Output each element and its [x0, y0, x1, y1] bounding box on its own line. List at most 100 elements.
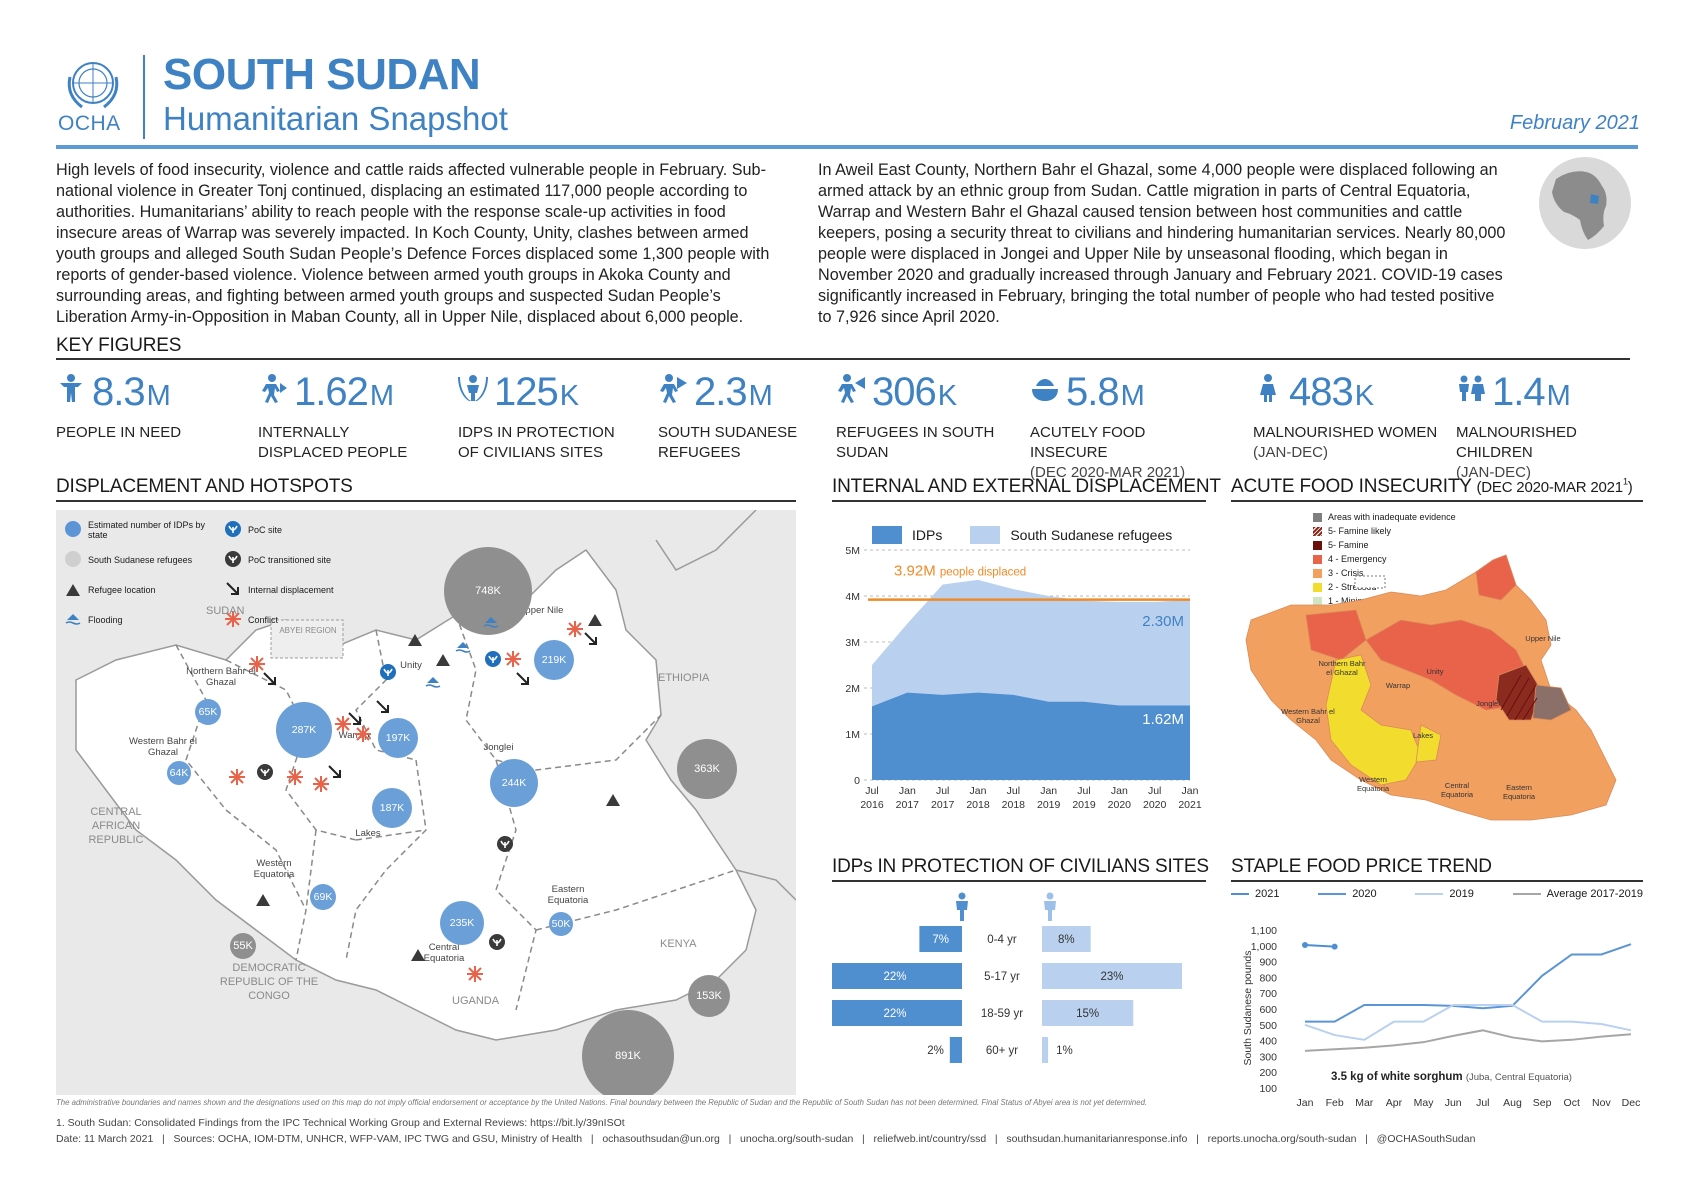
key-figure-value: 2.3: [694, 370, 748, 414]
price-legend-label: Average 2017-2019: [1546, 888, 1643, 900]
key-figure-value: 8.3: [92, 370, 146, 414]
price-y-tick: 400: [1259, 1036, 1277, 1048]
food-region-label: Northern Bahr el Ghazal: [1318, 659, 1366, 677]
food-legend-label: 5- Famine: [1328, 540, 1369, 550]
key-figure-value-row: 1.62 M: [258, 370, 468, 415]
y-tick-label: 1M: [845, 729, 860, 741]
refugee-bubble: 55K: [230, 933, 256, 959]
price-x-tick: Apr: [1386, 1097, 1403, 1108]
price-legend-swatch: [1318, 893, 1347, 895]
food-legend-item: 1 - Minimal: [1313, 594, 1456, 608]
x-tick-label: Jul 2017: [931, 785, 955, 811]
key-figure-unit: M: [1120, 380, 1145, 412]
price-x-tick: Mar: [1355, 1097, 1374, 1108]
key-figure-label: PEOPLE IN NEED: [56, 423, 226, 443]
org-name: OCHA: [58, 112, 121, 135]
map-legend-label: South Sudanese refugees: [88, 555, 193, 565]
price-x-tick: Feb: [1326, 1097, 1344, 1108]
food-icon: [1030, 370, 1060, 401]
map-legend-item: Flooding: [64, 610, 224, 630]
arrow-icon: [582, 630, 600, 653]
price-legend-item: 2020: [1318, 888, 1377, 900]
poc-icon: [458, 370, 488, 401]
conflict-icon: [354, 725, 372, 748]
state-label: Upper Nile: [518, 605, 564, 616]
price-annotation-sub: (Juba, Central Equatoria): [1466, 1072, 1572, 1083]
poc-chart: 7% 8% 0-4 yr 22% 23% 5-17 yr 22% 15% 18-59 yr 2% 1…: [832, 888, 1212, 1078]
poc-transitioned-icon: [224, 550, 242, 570]
map-legend-label: Flooding: [88, 615, 123, 625]
map-legend-item: PoC site: [224, 520, 364, 540]
price-y-tick: 700: [1259, 988, 1277, 1000]
price-annotation: 3.5 kg of white sorghum (Juba, Central E…: [1331, 1071, 1572, 1083]
idp-bubble: 187K: [372, 788, 412, 828]
food-map-title-rule: [1231, 500, 1643, 502]
footnote: 1. South Sudan: Consolidated Findings fr…: [56, 1117, 625, 1129]
food-map-title-close: ): [1627, 479, 1633, 496]
country-label: CENTRAL AFRICAN REPUBLIC: [88, 806, 144, 846]
key-figure-value: 1.4: [1492, 370, 1546, 414]
refugee-location-icon: [434, 650, 452, 673]
un-logo-icon: [67, 62, 119, 109]
x-tick-label: Jul 2019: [1072, 785, 1096, 811]
intro-right: In Aweil East County, Northern Bahr el G…: [818, 161, 1506, 326]
price-x-tick: Jul: [1476, 1097, 1489, 1108]
state-label: Central Equatoria: [423, 942, 465, 965]
country-label: ETHIOPIA: [658, 672, 710, 684]
key-figure-5: 306 K REFUGEES IN SOUTH SUDAN: [836, 370, 1046, 463]
price-y-label: South Sudanese pounds: [1242, 950, 1254, 1065]
idp-circle-icon: [64, 520, 82, 540]
key-figure-sub: (JAN-DEC): [1456, 464, 1531, 481]
key-figure-value: 306: [872, 370, 937, 414]
arrow-icon: [514, 670, 532, 693]
region-inadequate: [1532, 684, 1572, 721]
refugee-location-icon: [586, 610, 604, 633]
key-figure-label: REFUGEES IN SOUTH SUDAN: [836, 423, 1006, 463]
country-label: DEMOCRATIC REPUBLIC OF THE CONGO: [219, 962, 319, 1002]
people-in-need-icon: [56, 370, 86, 402]
food-map-title-sup: 1: [1622, 476, 1628, 487]
state-label: Eastern Equatoria: [547, 884, 589, 907]
region-emergency-north: [1305, 609, 1367, 661]
food-legend-label: 1 - Minimal: [1328, 596, 1373, 606]
key-figure-unit: M: [146, 380, 171, 412]
map-legend-label: PoC transitioned site: [248, 555, 332, 565]
y-tick-label: 5M: [845, 545, 860, 557]
displacement-chart: IDPs South Sudanese refugees 0 1M 2M 3M 4M 5M…: [832, 518, 1212, 840]
flood-icon: [454, 638, 472, 661]
globe-locator-icon: [1536, 154, 1634, 257]
food-region-label: Lakes: [1412, 731, 1433, 740]
age-group-label: 60+ yr: [986, 1045, 1018, 1057]
price-x-tick: Jun: [1445, 1097, 1462, 1108]
male-figure-icon: [952, 892, 972, 927]
conflict-icon: [504, 650, 522, 673]
price-title-rule: [1231, 880, 1643, 882]
food-region-label: Unity: [1426, 667, 1444, 676]
arrow-icon: [326, 763, 344, 786]
state-label: Warrap: [338, 730, 370, 741]
idp-bubble: 69K: [310, 884, 336, 910]
x-tick-label: Jan 2019: [1037, 785, 1061, 811]
key-figure-label-text: PEOPLE IN NEED: [56, 424, 182, 441]
price-legend-item: 2019: [1415, 888, 1474, 900]
abyei-box: [270, 619, 344, 659]
poc-chart-title: IDPs IN PROTECTION OF CIVILIANS SITES: [832, 856, 1209, 877]
male-bar-label: 22%: [884, 971, 907, 983]
conflict-icon: [334, 715, 352, 738]
price-y-tick: 500: [1259, 1020, 1277, 1032]
map-legend-label: Estimated number of IDPs by state: [88, 520, 206, 540]
food-region-label: Jonglei: [1476, 699, 1500, 708]
key-figure-value: 483: [1289, 370, 1354, 414]
refugee-bubble: 153K: [688, 975, 730, 1017]
arrow-icon: [261, 670, 279, 693]
price-x-tick: Dec: [1622, 1097, 1641, 1108]
displacement-title-rule: [832, 500, 1206, 502]
key-figure-label: MALNOURISHED WOMEN (JAN-DEC): [1253, 423, 1453, 463]
idp-bubble: 287K: [276, 702, 332, 758]
refugee-icon: [658, 370, 688, 403]
key-figure-1: 8.3 M PEOPLE IN NEED: [56, 370, 266, 443]
key-figure-label-text: MALNOURISHED CHILDREN: [1456, 424, 1577, 461]
key-figure-label-text: MALNOURISHED WOMEN: [1253, 424, 1438, 441]
male-bar-label: 22%: [884, 1008, 907, 1020]
poc-site-icon: [379, 663, 397, 686]
